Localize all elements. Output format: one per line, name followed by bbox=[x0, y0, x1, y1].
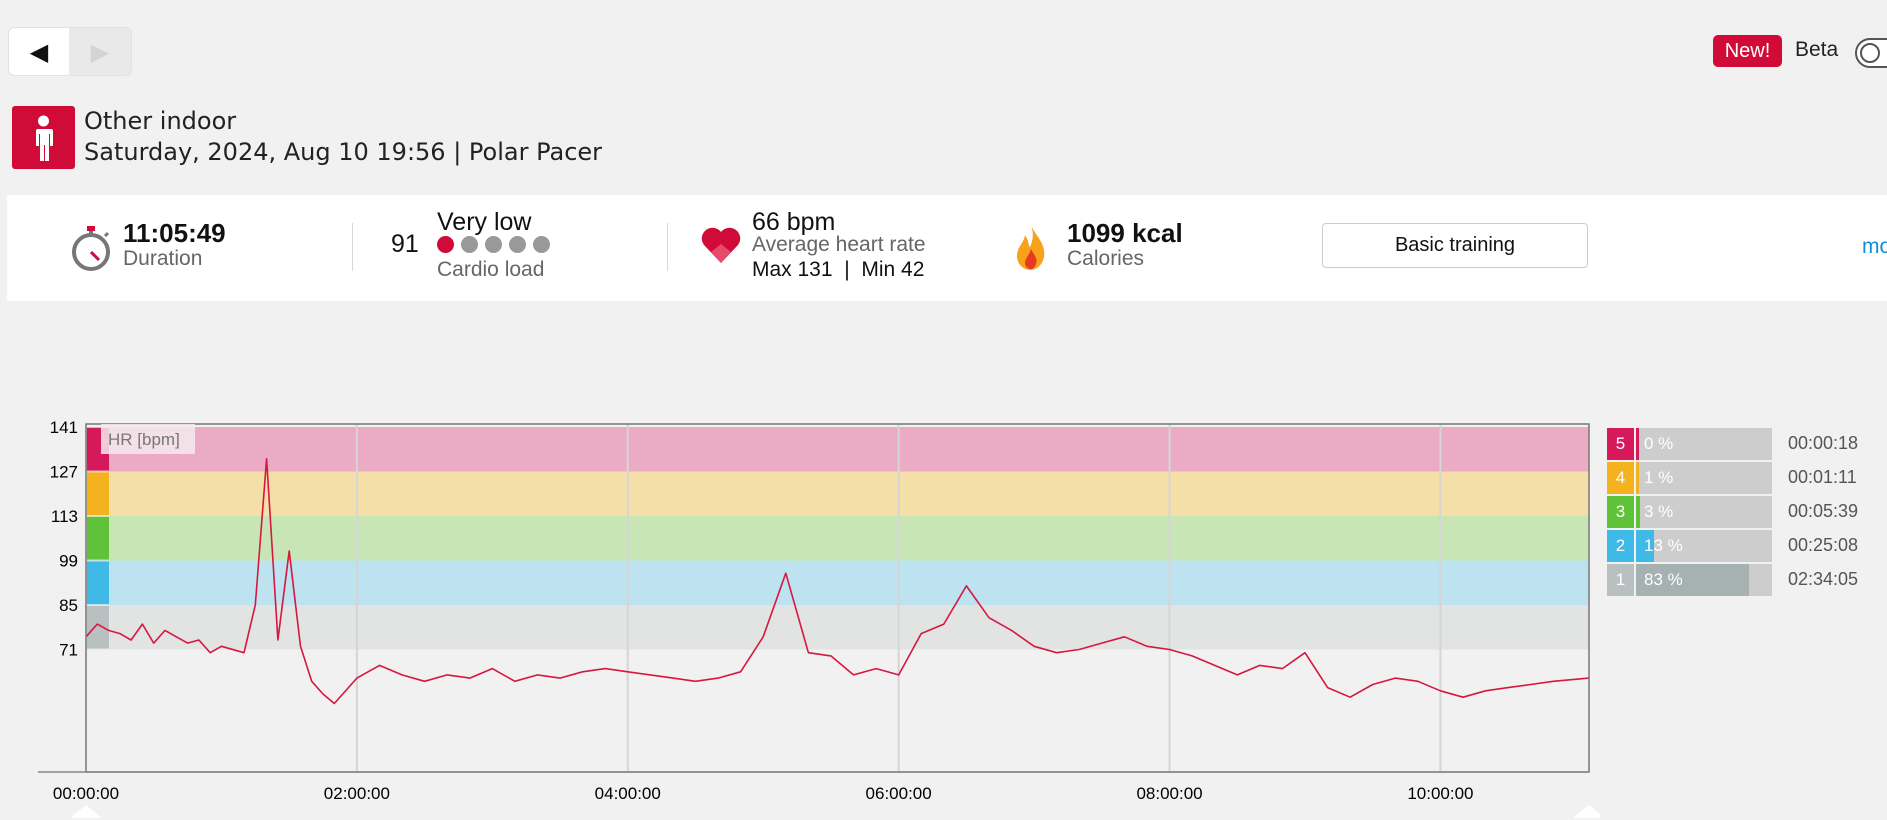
next-session-button[interactable]: ▶ bbox=[69, 28, 131, 75]
zone-percent-bar: 1 % bbox=[1636, 462, 1772, 494]
zone-row-2: 2 13 % bbox=[1607, 530, 1772, 562]
zone-number: 2 bbox=[1607, 530, 1634, 562]
x-axis-ticks: 00:00:00 02:00:00 04:00:00 06:00:00 08:00:00… bbox=[53, 784, 1474, 803]
x-tick-label: 00:00:00 bbox=[53, 784, 119, 803]
average-hr-value: 66 bpm bbox=[752, 208, 836, 236]
zone-row-1: 1 83 % bbox=[1607, 564, 1772, 596]
session-nav: ◀ ▶ bbox=[8, 27, 132, 76]
zone-percent-fill bbox=[1636, 530, 1654, 562]
toggle-knob bbox=[1860, 43, 1880, 63]
zone-percent-bar: 3 % bbox=[1636, 496, 1772, 528]
flame-icon bbox=[1014, 223, 1048, 271]
zone-percent-label: 83 % bbox=[1644, 570, 1683, 589]
zone-number: 4 bbox=[1607, 462, 1634, 494]
x-tick-label: 04:00:00 bbox=[595, 784, 661, 803]
arrow-right-icon: ▶ bbox=[90, 37, 110, 66]
zone-time: 00:00:18 bbox=[1788, 433, 1859, 453]
zone-percent-label: 13 % bbox=[1644, 536, 1683, 555]
duration-label: Duration bbox=[123, 247, 203, 270]
divider bbox=[352, 223, 353, 271]
series-label: HR [bpm] bbox=[108, 430, 180, 449]
x-tick-label: 10:00:00 bbox=[1407, 784, 1473, 803]
range-handle-left bbox=[70, 805, 102, 818]
zone-row-4: 4 1 % bbox=[1607, 462, 1772, 494]
zone-number: 1 bbox=[1607, 564, 1634, 596]
zone-band-3 bbox=[86, 516, 1589, 561]
zone-strip-4 bbox=[87, 472, 109, 515]
y-tick-label: 99 bbox=[59, 552, 78, 571]
zone-percent-bar: 83 % bbox=[1636, 564, 1772, 596]
cardio-load-dots bbox=[437, 236, 557, 257]
zone-color-strip bbox=[87, 428, 109, 649]
training-benefit-button[interactable]: Basic training bbox=[1322, 223, 1588, 268]
cardio-dot bbox=[485, 236, 502, 253]
zone-band-4 bbox=[86, 471, 1589, 516]
duration-value: 11:05:49 bbox=[123, 218, 226, 248]
beta-label: Beta bbox=[1795, 38, 1839, 61]
hr-max-min: Max 131 | Min 42 bbox=[752, 258, 925, 281]
stopwatch-icon bbox=[69, 222, 113, 272]
y-tick-label: 141 bbox=[50, 418, 78, 437]
sport-name: Other indoor bbox=[84, 107, 237, 135]
cardio-dot bbox=[461, 236, 478, 253]
zone-time: 00:05:39 bbox=[1788, 501, 1859, 521]
zone-band-5 bbox=[86, 427, 1589, 472]
beta-toggle[interactable] bbox=[1855, 38, 1887, 68]
cardio-load-label: Cardio load bbox=[437, 258, 545, 281]
heart-icon bbox=[700, 225, 742, 265]
heart-rate-chart: 141 127 113 99 85 71 00:00:00 02:00:00 04:00:00… bbox=[38, 418, 1600, 818]
arrow-left-icon: ◀ bbox=[29, 37, 49, 66]
x-tick-label: 06:00:00 bbox=[866, 784, 932, 803]
zone-time: 00:25:08 bbox=[1788, 535, 1859, 555]
zone-bands bbox=[86, 427, 1589, 650]
cardio-dot-filled bbox=[437, 236, 454, 253]
zone-percent-label: 0 % bbox=[1644, 434, 1674, 453]
cardio-load-level: Very low bbox=[437, 208, 532, 236]
new-badge: New! bbox=[1713, 35, 1782, 67]
y-tick-label: 113 bbox=[51, 507, 78, 526]
zone-strip-2 bbox=[87, 561, 109, 604]
zone-band-2 bbox=[86, 560, 1589, 605]
hr-series-line bbox=[85, 457, 1590, 705]
zone-percent-fill bbox=[1636, 564, 1749, 596]
x-tick-label: 08:00:00 bbox=[1136, 784, 1202, 803]
cardio-dot bbox=[509, 236, 526, 253]
zone-percent-fill bbox=[1636, 462, 1639, 494]
summary-panel: 11:05:49 Duration 91 Very low Cardio loa… bbox=[7, 195, 1887, 301]
calories-label: Calories bbox=[1067, 247, 1145, 270]
zone-percent-fill bbox=[1636, 496, 1641, 528]
zone-percent-bar: 0 % bbox=[1636, 428, 1772, 460]
more-link[interactable]: mo bbox=[1862, 235, 1887, 258]
previous-session-button[interactable]: ◀ bbox=[9, 28, 69, 75]
y-tick-label: 85 bbox=[59, 596, 78, 615]
cardio-dot bbox=[533, 236, 550, 253]
zone-time: 00:01:11 bbox=[1788, 467, 1857, 487]
cardio-load-number: 91 bbox=[391, 230, 419, 258]
zone-strip-3 bbox=[87, 517, 109, 560]
zone-time: 02:34:05 bbox=[1788, 569, 1859, 589]
zone-percent-fill bbox=[1636, 428, 1639, 460]
zone-strip-1 bbox=[87, 606, 109, 649]
divider bbox=[667, 223, 668, 271]
calories-value: 1099 kcal bbox=[1067, 218, 1183, 248]
session-subtitle: Saturday, 2024, Aug 10 19:56 | Polar Pac… bbox=[84, 138, 603, 166]
zone-number: 3 bbox=[1607, 496, 1634, 528]
y-tick-label: 127 bbox=[50, 463, 78, 482]
zone-percent-label: 3 % bbox=[1644, 502, 1674, 521]
y-axis-ticks: 141 127 113 99 85 71 bbox=[50, 418, 78, 660]
zone-percent-label: 1 % bbox=[1644, 468, 1674, 487]
zone-row-5: 5 0 % bbox=[1607, 428, 1772, 460]
y-tick-label: 71 bbox=[59, 641, 78, 660]
person-standing-icon bbox=[12, 106, 75, 169]
average-hr-label: Average heart rate bbox=[752, 233, 926, 256]
zone-percent-bar: 13 % bbox=[1636, 530, 1772, 562]
x-tick-label: 02:00:00 bbox=[324, 784, 390, 803]
grid-lines bbox=[355, 424, 1442, 772]
zone-number: 5 bbox=[1607, 428, 1634, 460]
range-handle-right bbox=[1573, 805, 1600, 818]
zone-band-1 bbox=[86, 605, 1589, 650]
series-label-box: HR [bpm] bbox=[101, 424, 195, 454]
zone-row-3: 3 3 % bbox=[1607, 496, 1772, 528]
